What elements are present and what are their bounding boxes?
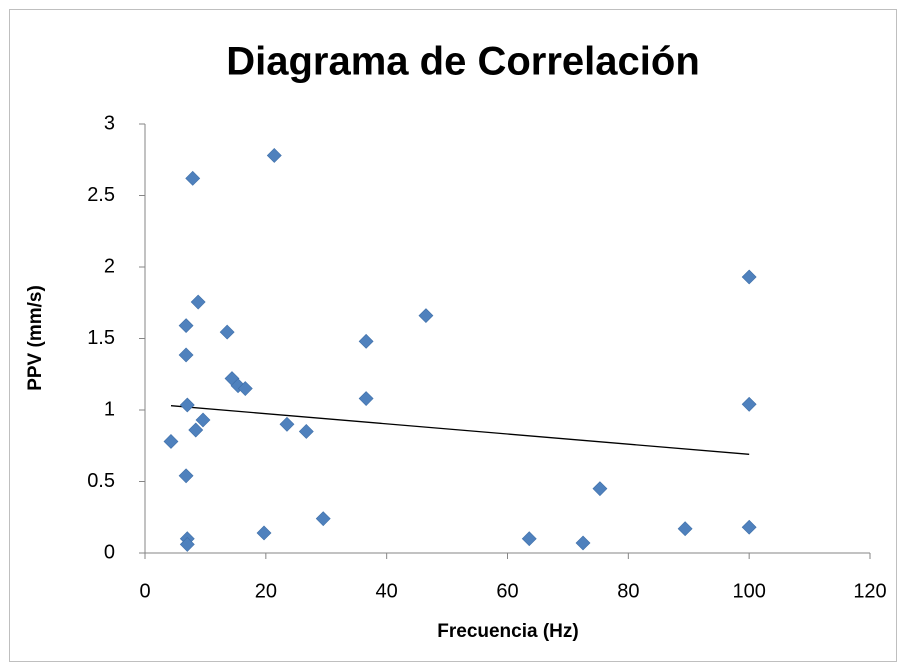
x-tick-label: 20 <box>255 580 277 602</box>
data-point <box>358 391 374 406</box>
data-point <box>315 511 331 527</box>
data-point <box>188 422 204 438</box>
data-point <box>575 535 591 551</box>
data-point <box>237 381 253 396</box>
data-point <box>741 396 757 412</box>
data-point <box>178 318 194 334</box>
data-point <box>195 412 211 428</box>
data-point <box>178 347 194 363</box>
data-point <box>266 148 282 163</box>
x-tick-label: 120 <box>853 580 886 602</box>
data-point <box>418 308 434 324</box>
x-tick-label: 80 <box>617 580 639 602</box>
x-axis-title: Frecuencia (Hz) <box>437 621 578 642</box>
data-point <box>230 378 246 394</box>
data-point <box>179 397 195 413</box>
chart-title: Diagrama de Correlación <box>226 40 700 84</box>
data-point <box>592 481 608 497</box>
x-tick-label: 100 <box>732 580 765 602</box>
y-tick-label: 0.5 <box>87 470 115 492</box>
y-axis-title: PPV (mm/s) <box>25 285 46 391</box>
data-point <box>163 434 179 449</box>
y-tick-label: 1 <box>104 398 115 420</box>
data-point <box>179 536 195 552</box>
x-tick-label: 0 <box>139 580 150 602</box>
data-point <box>677 521 693 537</box>
y-tick-label: 1.5 <box>87 327 115 349</box>
chart-border <box>9 9 897 662</box>
data-point <box>190 294 206 310</box>
data-point <box>741 269 757 285</box>
data-point <box>256 525 272 541</box>
data-point <box>219 324 235 340</box>
data-point <box>178 468 194 484</box>
x-tick-label: 40 <box>376 580 398 602</box>
data-point <box>279 416 295 432</box>
x-tick-label: 60 <box>496 580 518 602</box>
trendline <box>170 405 750 455</box>
y-tick-label: 2.5 <box>87 184 115 206</box>
y-tick-label: 0 <box>104 541 115 563</box>
data-point <box>521 531 537 547</box>
data-point <box>185 170 201 186</box>
data-point <box>358 333 374 349</box>
data-point <box>741 519 757 535</box>
y-tick-label: 2 <box>104 255 115 277</box>
y-tick-label: 3 <box>104 112 115 134</box>
data-point <box>298 424 314 439</box>
